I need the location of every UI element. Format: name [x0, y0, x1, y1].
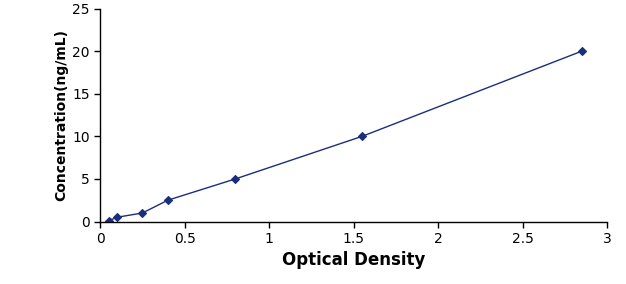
X-axis label: Optical Density: Optical Density — [282, 252, 426, 270]
Y-axis label: Concentration(ng/mL): Concentration(ng/mL) — [54, 29, 68, 201]
